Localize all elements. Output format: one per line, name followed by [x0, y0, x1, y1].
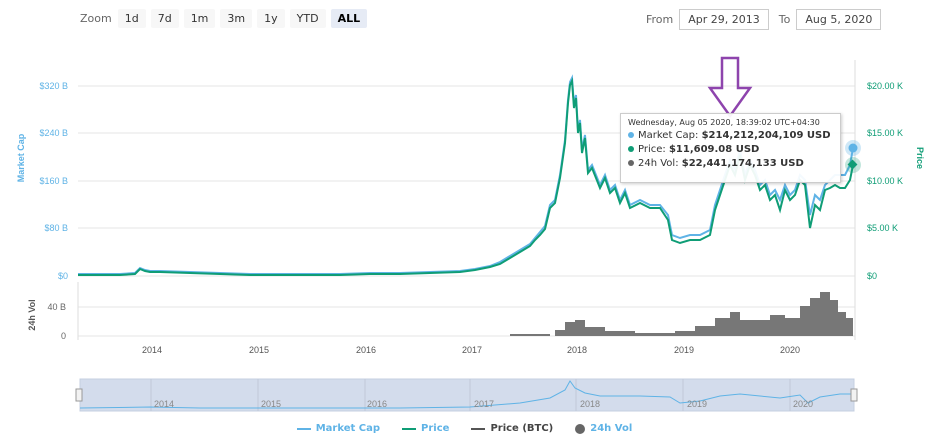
legend-24h-vol[interactable]: 24h Vol: [575, 423, 632, 434]
circle-swatch-icon: [575, 423, 586, 434]
date-range: From Apr 29, 2013 To Aug 5, 2020: [646, 9, 882, 30]
zoom-1m-button[interactable]: 1m: [183, 9, 216, 28]
line-swatch-icon: [296, 427, 311, 430]
navigator-labels: 2014 2015 2016 2017 2018 2019 2020: [154, 399, 813, 409]
y-right-tick: $0: [867, 271, 877, 281]
tooltip: Wednesday, Aug 05 2020, 18:39:02 UTC+04:…: [620, 113, 841, 183]
x-tick: 2014: [142, 345, 162, 355]
tooltip-volume: 24h Vol: $22,441,174,133 USD: [628, 157, 833, 171]
price-axis: $20.00 K $15.00 K $10.00 K $5.00 K $0: [867, 81, 903, 281]
zoom-7d-button[interactable]: 7d: [150, 9, 179, 28]
y-left-tick: $80 B: [44, 223, 68, 233]
volume-bars: [510, 292, 853, 336]
market-cap-axis-title: Market Cap: [16, 133, 26, 182]
x-tick: 2017: [462, 345, 482, 355]
navigator-series: [79, 380, 852, 409]
from-date-input[interactable]: Apr 29, 2013: [679, 9, 769, 30]
svg-text:2019: 2019: [687, 399, 707, 409]
legend-market-cap[interactable]: Market Cap: [296, 423, 380, 434]
navigator-left-handle[interactable]: [75, 388, 83, 402]
zoom-ytd-button[interactable]: YTD: [289, 9, 326, 28]
to-label: To: [778, 13, 791, 26]
from-label: From: [646, 13, 674, 26]
y-left-tick: $240 B: [39, 128, 68, 138]
market-cap-hover-marker: [848, 143, 858, 153]
tooltip-price: Price: $11,609.08 USD: [628, 143, 833, 157]
x-tick: 2020: [780, 345, 800, 355]
y-right-tick: $15.00 K: [867, 128, 903, 138]
zoom-bar: Zoom 1d 7d 1m 3m 1y YTD ALL: [80, 9, 372, 28]
zoom-3m-button[interactable]: 3m: [220, 9, 253, 28]
volume-axis: 40 B 0: [47, 302, 66, 341]
tooltip-market-cap: Market Cap: $214,212,204,109 USD: [628, 129, 833, 143]
x-tick: 2016: [356, 345, 376, 355]
legend: Market Cap Price Price (BTC) 24h Vol: [0, 423, 929, 434]
price-dot-icon: [628, 146, 634, 152]
svg-text:2015: 2015: [261, 399, 281, 409]
x-tick: 2018: [567, 345, 587, 355]
y-left-tick: $0: [58, 271, 68, 281]
price-hover-marker: [847, 159, 858, 170]
navigator-right-handle[interactable]: [850, 388, 858, 402]
x-tick: 2015: [249, 345, 269, 355]
svg-text:2014: 2014: [154, 399, 174, 409]
line-swatch-icon: [402, 427, 417, 430]
legend-price-btc[interactable]: Price (BTC): [471, 423, 553, 434]
volume-tick: 0: [61, 331, 66, 341]
volume-dot-icon: [628, 160, 634, 166]
svg-text:2020: 2020: [793, 399, 813, 409]
x-axis: 2014 2015 2016 2017 2018 2019 2020: [142, 345, 800, 355]
svg-text:2018: 2018: [580, 399, 600, 409]
annotation-arrow-icon: [707, 56, 753, 119]
x-tick: 2019: [674, 345, 694, 355]
y-right-tick: $5.00 K: [867, 223, 898, 233]
market-cap-dot-icon: [628, 132, 634, 138]
zoom-1d-button[interactable]: 1d: [117, 9, 146, 28]
zoom-label: Zoom: [80, 12, 112, 25]
zoom-all-button[interactable]: ALL: [330, 9, 368, 28]
svg-text:2017: 2017: [474, 399, 494, 409]
price-axis-title: Price: [915, 147, 925, 169]
y-right-tick: $10.00 K: [867, 176, 903, 186]
y-left-tick: $320 B: [39, 81, 68, 91]
volume-tick: 40 B: [47, 302, 66, 312]
navigator-selection[interactable]: [79, 378, 855, 412]
market-cap-axis: $320 B $240 B $160 B $80 B $0: [39, 81, 68, 281]
navigator-grid: [150, 379, 791, 411]
legend-price[interactable]: Price: [402, 423, 449, 434]
price-line: [78, 77, 854, 276]
svg-text:2016: 2016: [367, 399, 387, 409]
volume-axis-title: 24h Vol: [27, 299, 37, 330]
to-date-input[interactable]: Aug 5, 2020: [796, 9, 882, 30]
navigator[interactable]: 2014 2015 2016 2017 2018 2019 2020: [75, 378, 858, 412]
y-left-tick: $160 B: [39, 176, 68, 186]
zoom-1y-button[interactable]: 1y: [257, 9, 285, 28]
line-swatch-icon: [471, 427, 486, 430]
tooltip-date: Wednesday, Aug 05 2020, 18:39:02 UTC+04:…: [628, 118, 820, 127]
y-right-tick: $20.00 K: [867, 81, 903, 91]
